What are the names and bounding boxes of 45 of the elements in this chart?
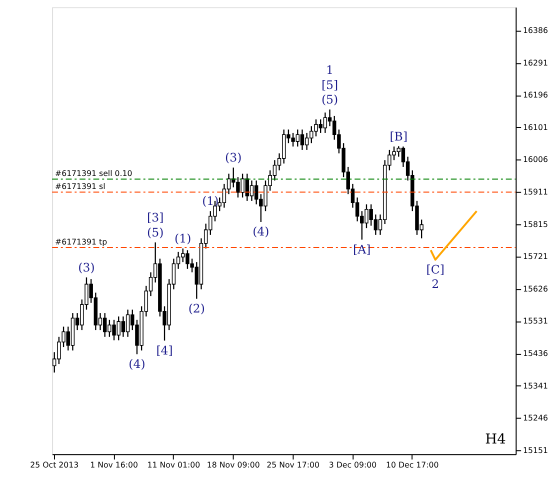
ref-line-label: #6171391 sl [55,182,106,192]
annotation: 2 [432,277,440,292]
y-tick-label: 16006 [523,155,548,164]
annotation: [B] [390,129,408,144]
y-tick-label: 15151 [523,446,548,455]
annotation: [C] [426,262,444,276]
y-tick-label: 15246 [523,414,548,423]
y-tick-label: 15721 [523,252,548,262]
y-tick-label: 15626 [523,284,548,294]
annotation: [4] [156,343,173,358]
y-tick-label: 15436 [523,348,548,358]
annotation: (3) [78,260,95,274]
y-tick-label: 15815 [523,220,548,230]
y-tick-label: 16291 [523,58,548,68]
y-tick-label: 16386 [523,26,548,36]
x-tick-label: 10 Dec 17:00 [386,460,439,470]
x-tick-label: 25 Oct 2013 [30,460,79,470]
y-tick-label: 15911 [523,188,548,197]
x-tick-label: 11 Nov 01:00 [147,460,200,470]
annotation: [3] [147,210,164,225]
x-tick-label: 18 Nov 09:00 [206,460,260,470]
annotation: (5) [321,92,338,107]
ref-line-label: #6171391 sell 0.10 [55,169,132,178]
annotation: [5] [321,78,338,92]
annotation: (3) [225,150,242,165]
x-tick-label: 25 Nov 17:00 [266,460,320,470]
y-tick-label: 15531 [523,316,548,326]
annotation: (1) [202,194,219,208]
annotation: (2) [188,302,205,316]
annotation: (5) [147,225,164,240]
candlestick [121,316,126,338]
annotation: 1 [326,63,334,78]
annotation: [A] [353,242,371,256]
annotation: (4) [128,356,146,371]
y-tick-label: 15341 [523,381,548,390]
candlestick [250,180,254,202]
annotation: (1) [174,232,192,246]
ref-line-label: #6171391 tp [55,238,108,247]
x-tick-label: 1 Nov 16:00 [90,460,138,470]
y-tick-label: 16101 [523,122,548,132]
annotation: H4 [485,431,506,448]
x-tick-label: 3 Dec 09:00 [328,460,377,470]
y-tick-label: 16196 [523,90,548,100]
annotation: (4) [252,224,270,239]
candlestick [300,128,304,151]
